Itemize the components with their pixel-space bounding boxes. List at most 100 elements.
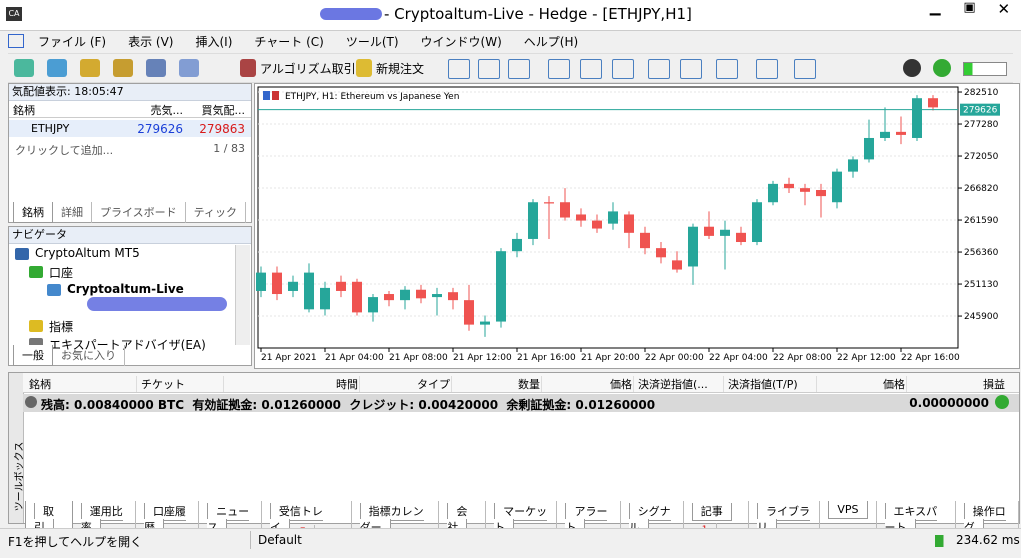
toolbar-button[interactable] [612,59,634,79]
toolbar-button[interactable] [548,59,570,79]
tree-item[interactable]: CryptoAltum MT5 [35,246,140,260]
toolbar-button[interactable] [80,59,100,77]
chart-title: ETHJPY, H1: Ethereum vs Japanese Yen [285,92,459,102]
minimize[interactable]: ▁ [929,0,941,16]
menu-item[interactable]: ツール(T) [345,34,399,49]
toolbar-button[interactable] [113,59,133,77]
toolbar-button[interactable] [963,62,1007,76]
current-price-label: 279626 [963,106,998,116]
x-tick-label: 22 Apr 00:00 [645,353,704,363]
candle-body [800,188,810,192]
row-bg[interactable] [9,120,251,137]
toolbar-button[interactable] [680,59,702,79]
navigator: ナビゲータ CryptoAltum MT5 口座 Cryptoaltum-Live 指… [8,226,252,366]
tab-label: VPS [828,501,868,519]
column-header[interactable]: チケット [136,376,222,392]
tab[interactable]: 記事1 [684,501,749,540]
tree-item[interactable]: エキスパートアドバイザ(EA) [49,338,206,352]
tree-item[interactable]: 口座 [49,266,74,280]
column-header[interactable]: 決済指値(T/P) [723,376,815,392]
toolbar: アルゴリズム取引 新規注文 [8,53,1013,83]
column-header[interactable]: 損益 [906,376,1005,392]
status-speed: 234.62 ms [956,533,1020,547]
tab[interactable]: 一般 [13,345,53,366]
toolbar-label[interactable]: アルゴリズム取引 [260,62,356,76]
column-header[interactable]: 数量 [451,376,540,392]
toolbar-button[interactable] [47,59,67,77]
summary-row [23,394,1019,412]
status-bar: F1を押してヘルプを開く Default 234.62 ms [0,528,1021,551]
market-watch: 気配値表示: 18:05:47 銘柄 売気... 買気配... ETHJPY 27962… [8,83,252,223]
menu-item[interactable]: 表示 (V) [128,34,174,49]
toolbar-button[interactable] [448,59,470,79]
candle-body [688,226,698,267]
x-tick-label: 22 Apr 12:00 [837,353,896,363]
candle-body [368,297,378,313]
menu-item[interactable]: ヘルプ(H) [523,34,579,49]
column-header[interactable]: 時間 [223,376,358,392]
tree-icon [29,320,43,332]
chart-icon [263,91,270,100]
toolbar-button[interactable] [933,59,951,77]
candle-body [480,321,490,325]
tab[interactable]: ティック [186,202,247,223]
candle-body [560,202,570,218]
tab[interactable]: 詳細 [53,202,92,223]
candle-body [928,98,938,108]
candle-body [416,289,426,299]
candle-body [672,260,682,270]
column-header[interactable]: 価格 [816,376,905,392]
y-tick-label: 277280 [964,120,999,130]
tree-item[interactable]: 指標 [49,320,74,334]
tab[interactable]: プライスボード [92,202,186,223]
candle-body [576,214,586,221]
column-header[interactable]: タイプ [359,376,450,392]
symbol[interactable]: ETHJPY [31,122,70,135]
x-tick-label: 21 Apr 20:00 [581,353,640,363]
toolbar-button[interactable] [794,59,816,79]
toolbar-button[interactable] [478,59,500,79]
tree-item[interactable]: Cryptoaltum-Live [67,282,184,296]
column-header[interactable]: 銘柄 [29,378,51,391]
column-header[interactable]: 価格 [541,376,632,392]
toolbar-button[interactable] [648,59,670,79]
ask: 279863 [199,122,245,136]
tab[interactable]: 銘柄 [13,202,53,223]
redacted [320,8,382,20]
add-symbol[interactable]: クリックして追加... [15,144,114,157]
toolbar-label[interactable]: 新規注文 [376,62,425,76]
menu-item[interactable]: ファイル (F) [38,34,107,49]
y-tick-label: 272050 [964,152,999,162]
toolbar-button[interactable] [14,59,34,77]
tab[interactable]: お気に入り [53,345,125,366]
candle-body [784,183,794,189]
window-controls[interactable]: ▁ ▣ ✕ [918,0,1021,22]
column-header: 銘柄 [13,104,35,117]
candle-body [400,289,410,301]
x-tick-label: 22 Apr 16:00 [901,353,960,363]
toolbar-button[interactable] [508,59,530,79]
toolbar-button[interactable] [580,59,602,79]
menu-item[interactable]: チャート (C) [254,34,324,49]
candle-body [848,159,858,172]
close[interactable]: ✕ [997,0,1011,18]
candle-body [656,248,666,258]
toolbar-button[interactable] [179,59,199,77]
x-tick-label: 21 Apr 08:00 [389,353,448,363]
toolbar-button[interactable] [240,59,256,77]
toolbar-button[interactable] [756,59,778,79]
toolbar-button[interactable] [146,59,166,77]
tab[interactable]: VPS [820,501,877,540]
menu-item[interactable]: ウインドウ(W) [420,34,502,49]
maximize[interactable]: ▣ [963,0,976,15]
toolbar-button[interactable] [716,59,738,79]
candle-body [544,202,554,204]
toolbar-button[interactable] [356,59,372,77]
tree-icon [15,248,29,260]
y-tick-label: 282510 [964,88,999,98]
candle-body [352,281,362,313]
toolbar-button[interactable] [903,59,921,77]
column-header: 売気... [150,104,184,117]
menu-item[interactable]: 挿入(I) [195,34,233,49]
column-header[interactable]: 決済逆指値(... [633,376,722,392]
